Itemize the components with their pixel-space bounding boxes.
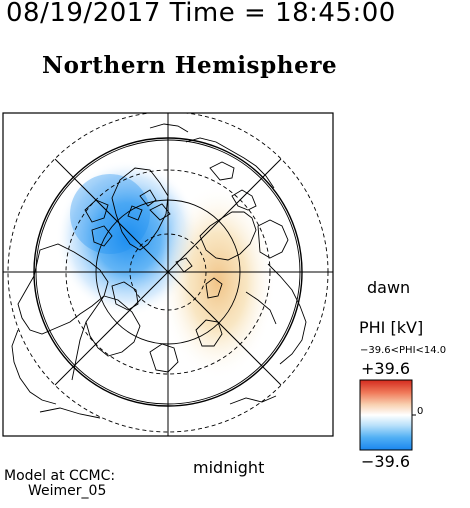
midnight-label: midnight xyxy=(193,458,265,477)
credit-line-2: Weimer_05 xyxy=(28,483,107,499)
colorbar-zero-label: 0 xyxy=(417,406,424,417)
page-title: Northern Hemisphere xyxy=(42,52,338,79)
model-credit: Model at CCMC: Weimer_05 xyxy=(4,469,115,499)
positive-potential-cell xyxy=(160,184,276,380)
colorbar-min-label: −39.6 xyxy=(361,452,411,471)
meridians xyxy=(3,113,333,436)
coastlines xyxy=(11,123,307,419)
colorbar-max-label: +39.6 xyxy=(361,359,411,378)
colorbar xyxy=(359,379,413,451)
credit-line-1: Model at CCMC: xyxy=(4,468,116,484)
colorbar-title: PHI [kV] xyxy=(359,318,424,337)
dawn-label: dawn xyxy=(367,278,411,297)
timestamp: 08/19/2017 Time = 18:45:00 xyxy=(6,0,396,28)
map-boundary xyxy=(33,137,303,407)
colorbar-range: −39.6<PHI<14.0 xyxy=(360,345,447,356)
